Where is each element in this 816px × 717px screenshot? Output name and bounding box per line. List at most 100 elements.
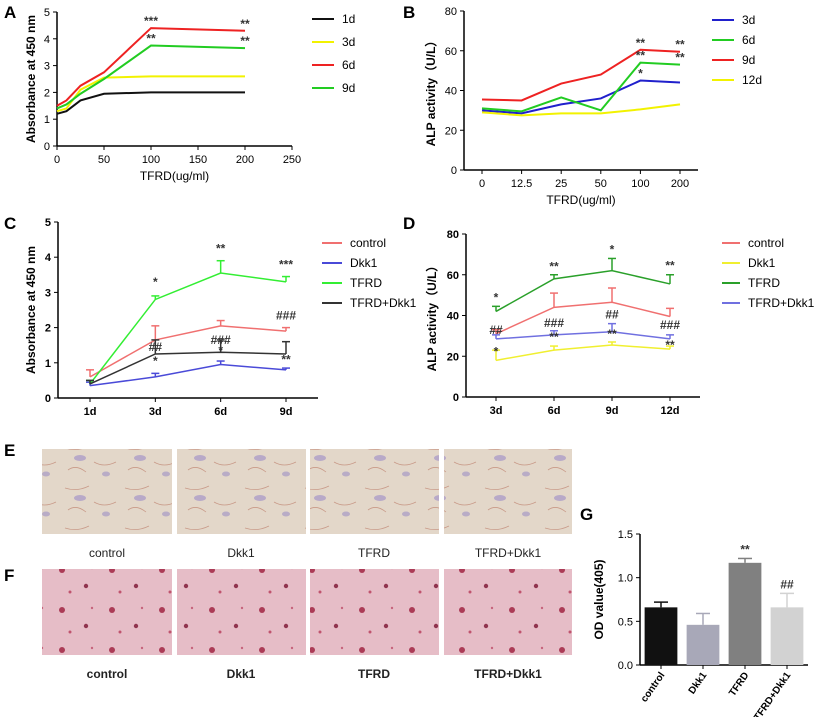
significance-marker: *: [494, 344, 499, 358]
significance-marker: *: [153, 275, 158, 289]
y-tick-label: 1.0: [618, 573, 633, 585]
y-tick-label: 1: [44, 114, 50, 126]
significance-marker: **: [549, 330, 559, 344]
micrograph-e-label-dkk1: Dkk1: [227, 546, 255, 560]
significance-marker: ##: [605, 308, 619, 322]
micrograph-f-tfrd: [310, 569, 439, 655]
micrograph-e-label-tfrd: TFRD: [358, 546, 390, 560]
series-line-1d: [56, 91, 245, 115]
significance-marker: **: [240, 17, 250, 31]
y-tick-label: 40: [445, 86, 457, 98]
significance-marker: *: [153, 354, 158, 368]
y-tick-label: 5: [44, 7, 50, 19]
micrograph-f-label-tfrd: TFRD: [358, 667, 390, 681]
y-tick-label: 2: [44, 87, 50, 99]
significance-marker: ###: [211, 333, 231, 347]
x-tick-label: 250: [283, 154, 301, 166]
series-line-12d: [481, 103, 681, 117]
series-line-tfrd-dkk1: [89, 351, 287, 385]
panel-letter-e: E: [4, 441, 15, 460]
legend-label-dkk1: Dkk1: [748, 256, 776, 270]
micrograph-e-label-tfrd-dkk1: TFRD+Dkk1: [475, 546, 542, 560]
micrograph-e-dkk1: [177, 449, 306, 534]
y-tick-label: 4: [45, 252, 52, 264]
x-tick-label: 50: [595, 178, 607, 190]
significance-marker: **: [281, 352, 291, 366]
micrograph-f-label-tfrd-dkk1: TFRD+Dkk1: [474, 667, 542, 681]
series-line-dkk1: [89, 363, 287, 387]
significance-marker: **: [636, 49, 646, 63]
y-tick-label: 80: [445, 6, 457, 18]
significance-marker: ##: [780, 577, 794, 591]
panel-letter-g: G: [580, 505, 593, 524]
significance-marker: **: [665, 259, 675, 273]
series-line-tfrd-dkk1: [495, 331, 671, 340]
series-line-9d: [481, 48, 681, 102]
series-line-tfrd: [89, 272, 287, 385]
y-tick-label: 3: [45, 287, 51, 299]
bar-tfrd-dkk1: [770, 607, 804, 665]
significance-marker: ##: [489, 323, 503, 337]
significance-marker: *: [638, 67, 643, 81]
micrograph-e-control: [42, 449, 172, 534]
legend-label-tfrd-dkk1: TFRD+Dkk1: [748, 296, 815, 310]
x-tick-label: 50: [98, 154, 110, 166]
significance-marker: **: [146, 32, 156, 46]
y-tick-label: 80: [447, 229, 459, 241]
series-line-3d: [56, 75, 245, 113]
y-axis-label: OD value(405): [592, 559, 606, 639]
y-axis-label: Absorbance at 450 nm: [24, 15, 38, 143]
x-tick-label: 0: [479, 178, 485, 190]
series-line-6d: [481, 61, 681, 113]
y-tick-label: 0.0: [618, 660, 633, 672]
y-axis-label: ALP activity（U/L）: [423, 35, 438, 147]
panel-letter-c: C: [4, 214, 16, 233]
significance-marker: ##: [149, 340, 163, 354]
legend-label-control: control: [748, 236, 784, 250]
chart-b: 0 20 40 60 80 0 12.5 25 50 100 200 TFRD(ug/ml) ALP a…: [423, 6, 762, 207]
significance-marker: ***: [144, 14, 158, 28]
micrograph-e-tfrd-dkk1: [444, 449, 572, 534]
legend-label-1d: 1d: [342, 12, 355, 26]
y-tick-label: 60: [447, 270, 459, 282]
significance-marker: **: [216, 241, 226, 255]
legend-label-tfrd: TFRD: [350, 276, 382, 290]
panel-letter-f: F: [4, 566, 14, 585]
legend-label-tfrd-dkk1: TFRD+Dkk1: [350, 296, 417, 310]
significance-marker: **: [607, 327, 617, 341]
significance-marker: *: [494, 290, 499, 304]
y-tick-label: 20: [445, 125, 457, 137]
x-tick-label: 12.5: [511, 178, 532, 190]
y-tick-label: 20: [447, 351, 459, 363]
significance-marker: ###: [660, 318, 680, 332]
micrograph-f-control: [42, 569, 172, 655]
x-tick-label: 200: [671, 178, 689, 190]
x-tick-label: control: [639, 670, 668, 704]
y-tick-label: 40: [447, 311, 459, 323]
y-tick-label: 5: [45, 217, 51, 229]
series-line-3d: [481, 79, 681, 115]
series-line-dkk1: [495, 344, 671, 362]
y-axis-label: Absorbance at 450 nm: [24, 246, 38, 374]
micrograph-row-f: control Dkk1 TFRD TFRD+Dkk1: [42, 569, 572, 681]
x-tick-label: 25: [555, 178, 567, 190]
x-tick-label: 3d: [149, 406, 162, 418]
legend-label-dkk1: Dkk1: [350, 256, 378, 270]
legend-label-9d: 9d: [742, 53, 755, 67]
significance-marker: ###: [276, 308, 296, 322]
series-line-6d: [56, 27, 246, 107]
series-line-9d: [56, 44, 246, 110]
significance-marker: **: [636, 36, 646, 50]
x-tick-label: 150: [189, 154, 207, 166]
y-tick-label: 60: [445, 46, 457, 58]
y-tick-label: 3: [44, 61, 50, 73]
x-tick-label: TFRD+Dkk1: [752, 670, 794, 717]
micrograph-f-label-control: control: [87, 667, 128, 681]
x-tick-label: 9d: [280, 406, 293, 418]
chart-g: 0.0 0.5 1.0 1.5 control Dkk1 TFRD TFRD+Dkk1 OD v…: [592, 529, 808, 717]
y-tick-label: 0: [44, 141, 50, 153]
y-tick-label: 0.5: [618, 616, 633, 628]
